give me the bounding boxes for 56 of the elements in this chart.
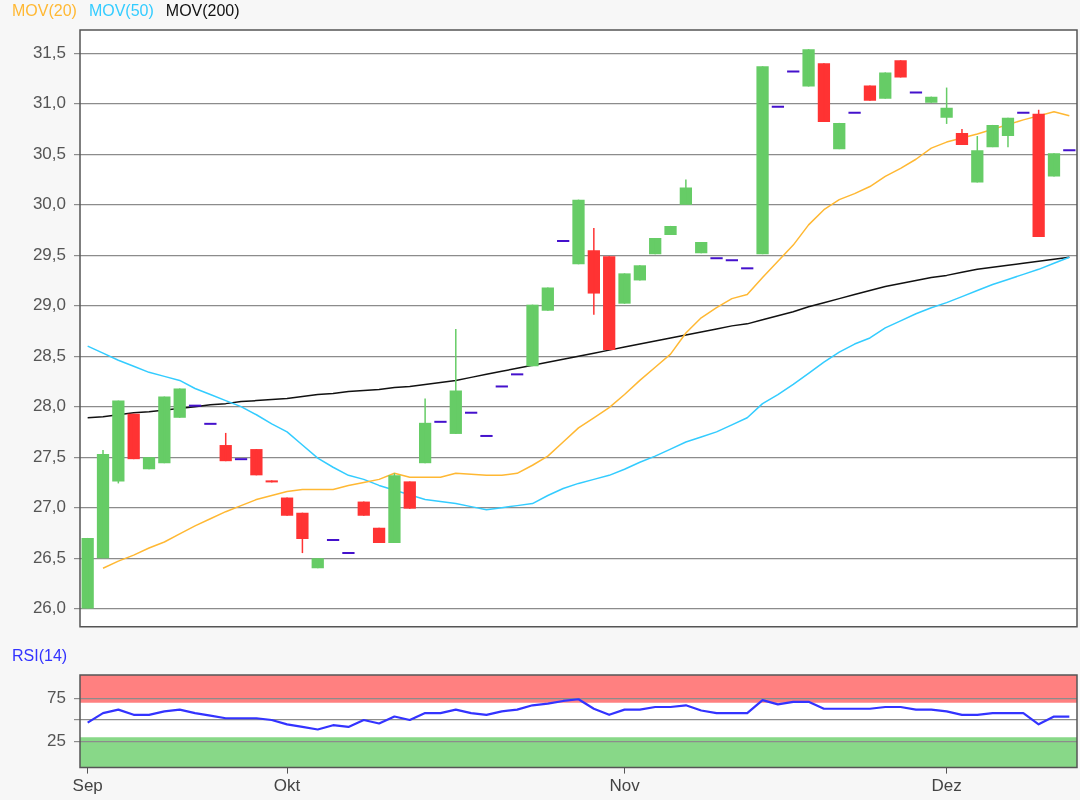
candlestick [495,385,508,388]
text: RSI(14) [12,647,68,665]
candlestick [756,65,769,255]
y-tick-label: 31,5 [32,42,66,62]
candlestick [741,267,754,270]
y-tick-label: 27,5 [32,446,66,466]
candlestick [848,111,861,114]
candlestick [511,373,524,376]
candlestick [986,124,999,148]
candlestick [802,48,815,88]
candlestick [787,70,800,73]
y-tick-label: 31,0 [32,93,66,113]
candlestick [909,91,923,94]
candlestick [342,552,355,555]
y-tick-label: 29,0 [32,295,66,315]
x-tick-label: Okt [273,776,301,796]
candlestick [833,122,846,150]
candlestick [480,434,493,437]
text: MOV(200) [165,2,240,20]
candlestick [173,387,186,419]
candlestick [572,198,585,266]
candlestick [725,259,739,262]
candlestick [618,272,631,305]
y-tick-label: 26,5 [32,547,66,567]
candlestick [879,71,892,100]
candlestick [1017,111,1030,114]
candlestick [557,240,570,243]
y-tick-label: 26,0 [32,598,66,618]
candlestick [710,257,723,260]
candlestick [771,105,785,108]
candlestick [940,86,953,125]
y-tick-label: 28,0 [32,396,66,416]
candlestick [388,472,401,544]
y-tick-label: 29,5 [32,244,66,264]
candlestick [296,511,309,554]
candlestick [1063,149,1076,152]
x-tick-label: Nov [609,776,641,796]
candlestick [326,538,340,541]
candlestick [250,448,263,477]
candlestick [234,458,248,461]
candlestick [434,420,447,423]
candlestick [188,404,202,407]
y-tick-label: 28,5 [32,345,66,365]
candlestick [127,412,140,460]
text: MOV(50) [88,2,154,20]
x-tick-label: Sep [72,776,103,796]
y-tick-label: 30,5 [32,143,66,163]
y-tick-label: 30,0 [32,194,66,214]
candlestick [526,303,539,368]
x-tick-label: Dez [931,776,962,796]
y-tick-label: 75 [47,688,66,708]
candlestick [204,422,217,425]
y-tick-label: 27,0 [32,497,66,517]
text: MOV(20) [12,2,77,20]
y-tick-label: 25 [47,731,66,751]
candlestick [465,411,478,414]
